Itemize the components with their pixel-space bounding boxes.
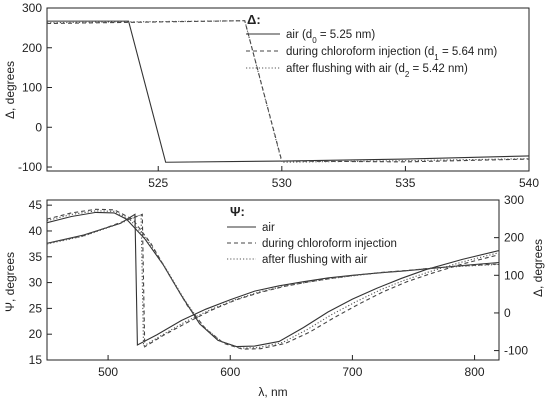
delta-plot-frame (46, 7, 530, 172)
delta-x-tick-label: 530 (272, 176, 292, 190)
psi-series-line-3 (47, 210, 499, 349)
delta-x-tick-label: 535 (395, 176, 415, 190)
delta-y-tick-label: 300 (22, 1, 42, 15)
delta-legend-title: Δ: (247, 12, 261, 27)
delta-y-tick-label: -100 (18, 160, 42, 174)
delta-y-tick-label: 200 (22, 41, 42, 55)
psi-x-axis-label: λ, nm (258, 385, 287, 399)
psi-series (47, 208, 499, 350)
psi-right-y-tick-label: -100 (504, 344, 528, 358)
psi-series-line-2 (47, 208, 499, 350)
psi-y-tick-label: 20 (29, 327, 43, 341)
delta-legend-entry: after flushing with air (d2 = 5.42 nm) (286, 63, 468, 79)
psi-right-y-tick-label: 200 (504, 231, 524, 245)
psi-legend-entry: after flushing with air (262, 254, 368, 266)
delta-x-ticks: 525 530 535 540 (148, 166, 539, 190)
psi-plot-frame (46, 199, 500, 361)
psi-y-axis-label: Ψ, degrees (3, 252, 17, 312)
psi-x-tick-label: 600 (220, 365, 240, 379)
psi-y-tick-label: 35 (29, 250, 43, 264)
delta-x-tick-label: 540 (519, 176, 539, 190)
delta-series-line-3 (46, 20, 530, 163)
psi-right-y-tick-label: 100 (504, 268, 524, 282)
delta-y-axis-label: Δ, degrees (3, 61, 17, 119)
delta-legend: Δ: air (d0 = 5.25 nm)during chloroform i… (246, 12, 497, 79)
delta-series-line-2 (47, 213, 499, 348)
delta-series-line-1 (47, 213, 499, 346)
psi-legend-entry: during chloroform injection (262, 238, 397, 250)
psi-legend: Ψ: air during chloroform injection after f… (227, 204, 397, 266)
psi-right-y-axis-label: Δ, degrees (531, 239, 545, 297)
psi-panel: Ψ, degrees Δ, degrees λ, nm 500 600 700 800… (3, 193, 545, 399)
psi-legend-title: Ψ: (230, 204, 245, 219)
delta-series-line-3 (47, 213, 499, 348)
psi-series-line-1 (47, 211, 499, 348)
delta-series (46, 20, 530, 163)
delta-legend-entry: during chloroform injection (d1 = 5.64 n… (286, 46, 497, 62)
psi-x-tick-label: 500 (98, 365, 118, 379)
delta-y-tick-label: 0 (35, 120, 42, 134)
delta-y-ticks: -100 0 100 200 300 (18, 1, 52, 174)
psi-x-tick-label: 700 (342, 365, 362, 379)
psi-y-tick-label: 25 (29, 301, 43, 315)
psi-y-tick-label: 15 (29, 353, 43, 367)
psi-right-y-ticks: -100 0 100 200 300 (494, 193, 528, 358)
delta-panel: Δ, degrees 525 530 535 540 -100 0 100 200 300 Δ… (3, 1, 539, 190)
psi-right-y-tick-label: 300 (504, 193, 524, 207)
psi-y-ticks: 15 20 25 30 35 40 45 (29, 198, 52, 367)
delta-series-line-1 (47, 20, 530, 163)
psi-y-tick-label: 45 (29, 198, 43, 212)
delta-y-tick-label: 100 (22, 81, 42, 95)
delta-legend-entry: air (d0 = 5.25 nm) (286, 29, 375, 45)
psi-y-tick-label: 30 (29, 276, 43, 290)
delta-series-line-2 (46, 20, 530, 163)
psi-right-y-tick-label: 0 (504, 306, 511, 320)
psi-legend-entry: air (262, 222, 275, 234)
delta-x-tick-label: 525 (148, 176, 168, 190)
psi-x-tick-label: 800 (465, 365, 485, 379)
psi-x-ticks: 500 600 700 800 (98, 355, 485, 379)
psi-y-tick-label: 40 (29, 224, 43, 238)
